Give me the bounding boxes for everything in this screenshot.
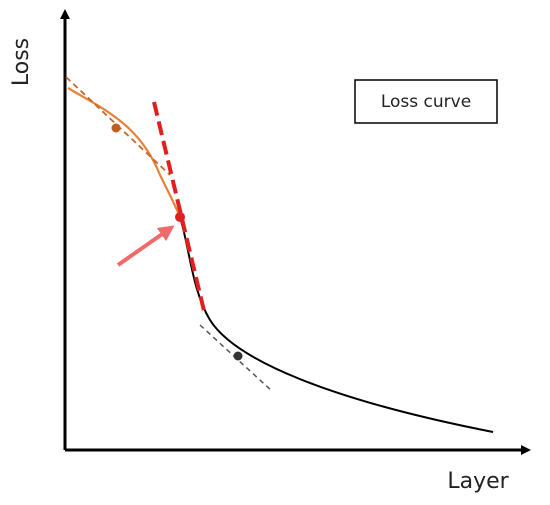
red-tangent bbox=[152, 101, 207, 316]
x-axis-label: Layer bbox=[447, 469, 509, 494]
pointer-arrow bbox=[116, 225, 175, 267]
y-axis-label: Loss bbox=[9, 38, 34, 86]
black-curve bbox=[179, 216, 494, 433]
orange-point bbox=[111, 123, 121, 133]
legend-box bbox=[354, 79, 498, 124]
black-point bbox=[233, 351, 243, 361]
legend-label: Loss curve bbox=[381, 92, 471, 112]
red-point bbox=[175, 212, 185, 222]
orange-curve bbox=[67, 87, 182, 218]
